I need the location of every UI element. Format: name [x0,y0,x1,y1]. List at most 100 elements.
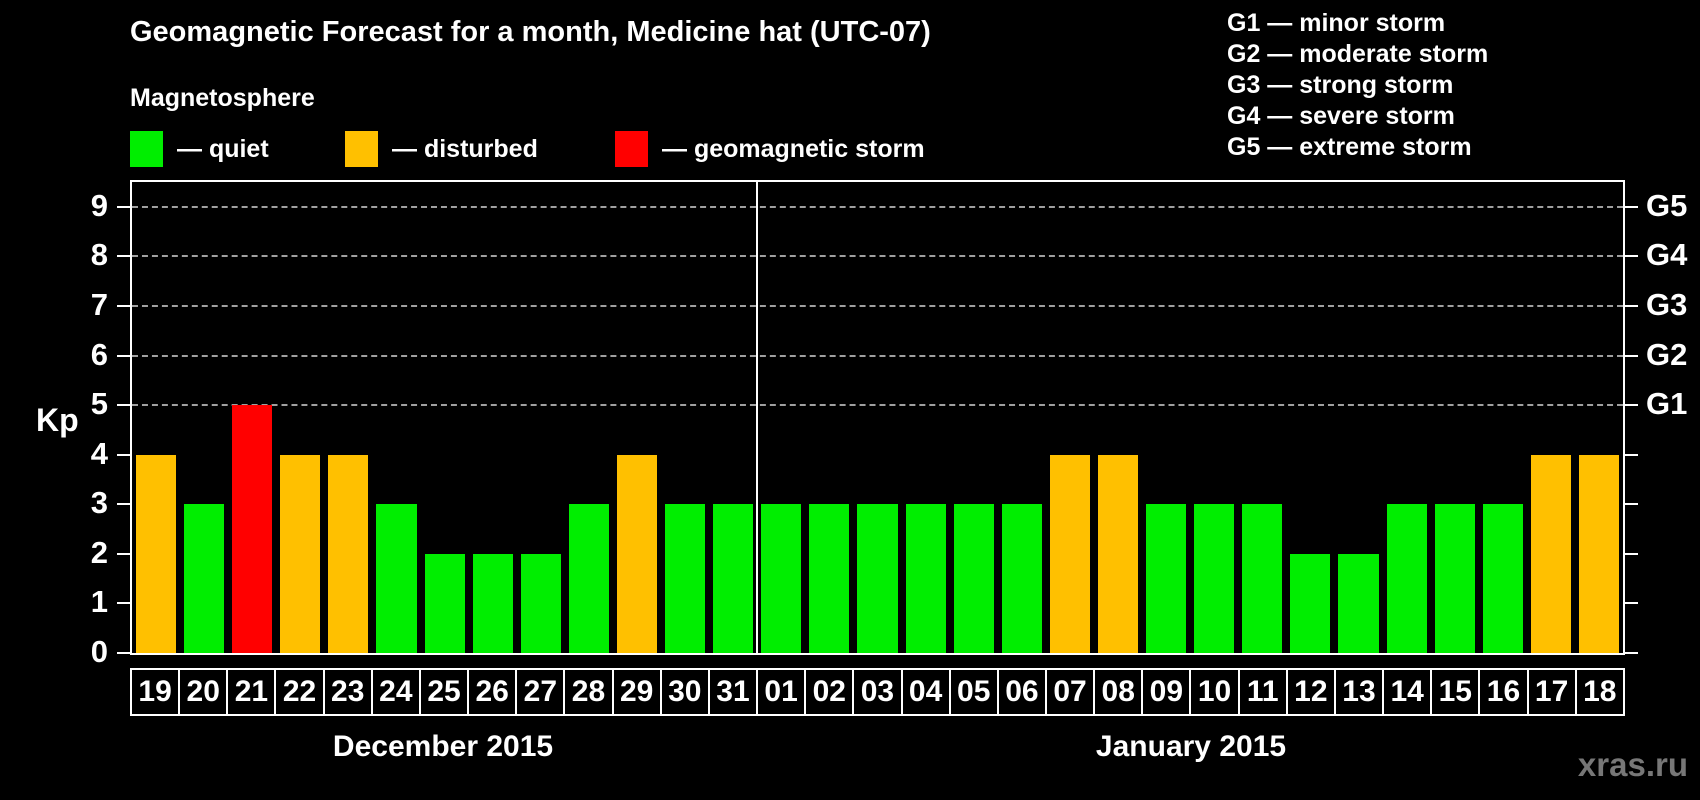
y-axis-tick-left-0 [117,652,130,654]
day-label-30: 30 [659,668,710,716]
right-axis-label-g3: G3 [1646,286,1688,322]
day-label-23: 23 [322,668,373,716]
storm-scale-legend-g4: G4 — severe storm [1227,102,1455,130]
day-label-31: 31 [707,668,759,716]
day-label-10: 10 [1189,668,1240,716]
kp-bar-day-18 [1578,454,1619,653]
kp-bar-day-26 [472,553,513,653]
right-axis-label-g4: G4 [1646,237,1688,273]
y-axis-tick-label-5: 5 [90,386,108,422]
gridline-kp-6 [132,354,1623,357]
watermark: xras.ru [1577,746,1688,783]
y-axis-tick-left-2 [117,552,130,555]
day-label-15: 15 [1430,668,1481,716]
legend-label-storm: — geomagnetic storm [662,134,925,163]
day-label-21: 21 [226,668,277,716]
magnetosphere-label: Magnetosphere [130,84,315,112]
legend-label-disturbed: — disturbed [392,134,538,163]
y-axis-tick-label-4: 4 [90,435,108,471]
legend-item-storm: — geomagnetic storm [615,130,925,168]
storm-scale-legend-g3: G3 — strong storm [1227,71,1454,99]
right-axis-label-g5: G5 [1646,187,1688,223]
y-axis-tick-left-9 [117,205,130,208]
kp-bar-day-24 [376,504,417,653]
y-axis-tick-left-1 [117,602,130,605]
y-axis-tick-right-2 [1625,552,1638,555]
kp-bar-day-05 [953,504,994,653]
gridline-kp-7 [132,304,1623,307]
kp-bar-day-15 [1434,504,1475,653]
y-axis-tick-right-5 [1625,404,1638,407]
day-label-08: 08 [1093,668,1144,716]
day-label-14: 14 [1382,668,1433,716]
day-label-28: 28 [563,668,614,716]
day-label-22: 22 [274,668,325,716]
y-axis-tick-label-1: 1 [90,584,108,620]
day-label-06: 06 [996,668,1047,716]
kp-bar-day-21 [232,405,273,653]
disturbed-color-swatch [345,131,378,167]
month-separator-line [756,182,759,653]
storm-color-swatch [615,131,648,167]
kp-bar-day-06 [1001,504,1042,653]
chart-title: Geomagnetic Forecast for a month, Medici… [130,16,931,48]
y-axis-tick-right-4 [1625,453,1638,456]
right-axis-label-g1: G1 [1646,386,1688,422]
y-axis-tick-left-7 [117,304,130,307]
kp-bar-day-25 [424,553,465,653]
y-axis-tick-left-3 [117,503,130,506]
day-label-09: 09 [1141,668,1192,716]
y-axis-tick-label-3: 3 [90,485,108,521]
day-label-29: 29 [611,668,662,716]
kp-bar-day-30 [665,504,706,653]
kp-bar-day-22 [280,454,321,653]
kp-bar-day-16 [1482,504,1523,653]
day-label-20: 20 [178,668,229,716]
y-axis-title: Kp [36,402,79,438]
y-axis-tick-right-0 [1625,652,1638,654]
storm-scale-legend-g1: G1 — minor storm [1227,9,1446,37]
y-axis-tick-label-0: 0 [90,634,108,669]
kp-bar-day-10 [1194,504,1235,653]
day-label-11: 11 [1237,668,1288,716]
legend-label-quiet: — quiet [177,134,269,163]
y-axis-tick-left-4 [117,453,130,456]
kp-bar-day-08 [1097,454,1139,653]
day-label-04: 04 [900,668,951,716]
kp-bar-day-11 [1242,504,1283,653]
day-label-27: 27 [515,668,566,716]
month-label-december: December 2015 [332,730,554,763]
quiet-color-swatch [130,131,163,167]
y-axis-tick-right-8 [1625,255,1638,258]
storm-scale-legend: G1 — minor storm G2 — moderate storm G3 … [1227,8,1488,163]
kp-bar-day-31 [713,504,754,653]
kp-bar-day-04 [905,504,946,653]
kp-bar-day-27 [520,553,561,653]
day-label-01: 01 [756,668,807,716]
kp-bar-day-19 [136,454,177,653]
day-label-18: 18 [1574,668,1625,716]
kp-bar-day-28 [568,504,609,653]
kp-bar-day-29 [616,454,658,653]
day-label-19: 19 [130,668,181,716]
y-axis-tick-label-2: 2 [90,534,108,570]
day-label-07: 07 [1044,668,1096,716]
y-axis-tick-left-8 [117,255,130,258]
kp-bar-day-23 [328,454,369,653]
plot-area [130,180,1625,655]
day-label-26: 26 [467,668,518,716]
kp-bar-day-01 [761,504,802,653]
gridline-kp-5 [132,404,1623,407]
legend-item-quiet: — quiet [130,130,269,168]
day-label-13: 13 [1333,668,1385,716]
kp-bar-day-12 [1290,553,1331,653]
kp-bar-day-09 [1146,504,1187,653]
day-label-02: 02 [804,668,855,716]
legend-item-disturbed: — disturbed [345,130,538,168]
y-axis-tick-label-6: 6 [90,336,108,372]
y-axis-tick-label-7: 7 [90,286,108,322]
day-label-25: 25 [418,668,470,716]
kp-bar-day-02 [809,504,850,653]
kp-bar-day-20 [184,504,225,653]
